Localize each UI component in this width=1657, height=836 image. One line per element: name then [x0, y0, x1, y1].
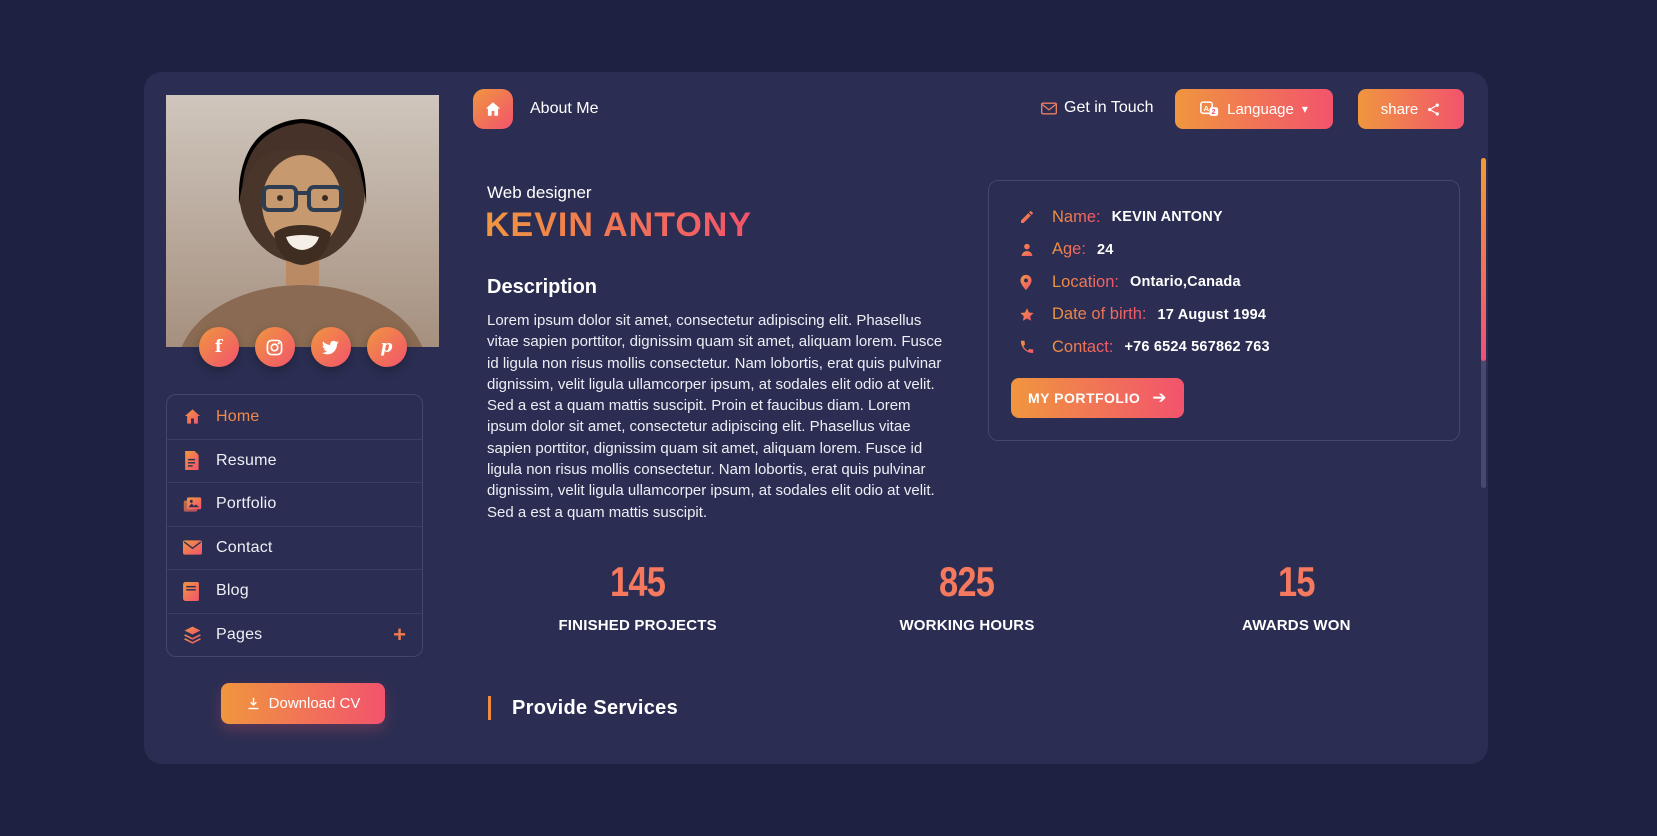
get-in-touch-link[interactable]: Get in Touch	[1041, 99, 1154, 117]
menu-item-label: Blog	[216, 582, 249, 600]
stat-value: 145	[610, 558, 666, 605]
envelope-icon	[183, 538, 202, 557]
location-icon	[1019, 274, 1037, 291]
provide-services-title: Provide Services	[512, 696, 679, 719]
detail-label: Name:	[1052, 207, 1101, 226]
home-icon	[183, 407, 202, 426]
menu-item-label: Portfolio	[216, 495, 277, 513]
language-label: Language	[1227, 100, 1294, 118]
menu-item-label: Resume	[216, 451, 277, 469]
arrow-right-icon: ➔	[1152, 388, 1168, 407]
share-label: share	[1380, 100, 1419, 118]
detail-row-contact: Contact: +76 6524 567862 763	[1019, 331, 1459, 364]
detail-value: KEVIN ANTONY	[1111, 209, 1223, 226]
menu-item-label: Home	[216, 407, 260, 425]
detail-label: Date of birth:	[1052, 305, 1147, 324]
mail-icon	[1041, 102, 1057, 114]
stat-value: 15	[1277, 558, 1315, 605]
my-portfolio-label: MY PORTFOLIO	[1027, 390, 1141, 406]
menu-item-label: Pages	[216, 625, 263, 643]
get-in-touch-label: Get in Touch	[1064, 99, 1154, 116]
personal-details-panel: Name: KEVIN ANTONY Age: 24 Location: Ont…	[988, 180, 1460, 441]
menu-item-blog[interactable]: Blog	[167, 569, 422, 613]
translate-icon: A 2	[1200, 101, 1219, 116]
stat-label: AWARDS WON	[1241, 617, 1351, 634]
svg-text:A: A	[1204, 104, 1210, 113]
facebook-button[interactable]: f	[198, 327, 239, 367]
menu-item-contact[interactable]: Contact	[167, 525, 422, 570]
menu-item-resume[interactable]: Resume	[167, 438, 422, 483]
stat-awards-won: 15 AWARDS WON	[1132, 558, 1461, 634]
star-icon	[1019, 307, 1037, 323]
scrollbar-thumb[interactable]	[1481, 158, 1486, 361]
profile-role: Web designer	[487, 183, 592, 202]
detail-label: Age:	[1052, 240, 1086, 259]
facebook-icon: f	[214, 337, 223, 357]
stat-working-hours: 825 WORKING HOURS	[802, 558, 1131, 634]
detail-value: 24	[1096, 241, 1114, 258]
description-paragraph: Lorem ipsum dolor sit amet, consectetur …	[487, 312, 943, 521]
resume-icon	[183, 451, 202, 471]
instagram-button[interactable]	[254, 327, 295, 367]
home-button[interactable]	[473, 89, 513, 129]
detail-row-location: Location: Ontario,Canada	[1019, 266, 1459, 299]
share-icon	[1428, 102, 1440, 116]
detail-row-age: Age: 24	[1019, 234, 1459, 267]
heading-accent-bar	[488, 696, 491, 720]
provide-services-heading: Provide Services	[488, 696, 678, 720]
stats-row: 145 FINISHED PROJECTS 825 WORKING HOURS …	[473, 558, 1461, 634]
twitter-button[interactable]	[310, 327, 351, 367]
chevron-down-icon: ▾	[1301, 102, 1308, 116]
menu-item-portfolio[interactable]: Portfolio	[167, 482, 422, 526]
detail-label: Location:	[1052, 272, 1119, 291]
menu-item-label: Contact	[216, 538, 273, 556]
home-white-icon	[485, 102, 501, 116]
page-title: About Me	[530, 100, 599, 117]
detail-value: 17 August 1994	[1157, 306, 1267, 323]
scrollbar-track[interactable]	[1481, 158, 1486, 488]
stat-value: 825	[939, 558, 995, 605]
phone-icon	[1019, 339, 1037, 355]
menu-item-home[interactable]: Home	[167, 395, 422, 439]
download-icon	[248, 697, 259, 710]
pencil-icon	[1019, 209, 1037, 225]
download-cv-label: Download CV	[268, 695, 361, 712]
detail-label: Contact:	[1052, 337, 1114, 356]
pinterest-button[interactable]: p	[366, 327, 407, 367]
blog-icon	[183, 581, 202, 601]
detail-row-name: Name: KEVIN ANTONY	[1019, 201, 1459, 234]
my-portfolio-button[interactable]: MY PORTFOLIO ➔	[1011, 378, 1184, 418]
detail-row-dob: Date of birth: 17 August 1994	[1019, 299, 1459, 332]
stat-label: WORKING HOURS	[899, 617, 1035, 634]
menu-item-pages[interactable]: Pages +	[167, 612, 422, 657]
expand-plus-icon[interactable]: +	[393, 621, 406, 647]
language-button[interactable]: A 2 Language ▾	[1175, 89, 1333, 129]
profile-card: f p Home Resume	[144, 72, 1488, 764]
person-icon	[1019, 242, 1037, 258]
share-button[interactable]: share	[1358, 89, 1464, 129]
download-cv-button[interactable]: Download CV	[221, 683, 385, 724]
stat-finished-projects: 145 FINISHED PROJECTS	[473, 558, 802, 634]
stat-label: FINISHED PROJECTS	[558, 617, 717, 634]
twitter-icon	[322, 340, 339, 354]
layers-icon	[183, 625, 202, 644]
pinterest-icon: p	[380, 337, 393, 357]
profile-name-heading: KEVIN ANTONY	[485, 206, 753, 244]
instagram-icon	[266, 339, 283, 355]
detail-value: Ontario,Canada	[1129, 274, 1241, 291]
portfolio-icon	[183, 495, 202, 514]
svg-text:2: 2	[1212, 109, 1216, 116]
sidebar-menu: Home Resume Portfolio Contact Blog	[166, 394, 423, 657]
detail-value: +76 6524 567862 763	[1124, 339, 1270, 356]
description-heading: Description	[487, 276, 598, 298]
social-links: f p	[166, 327, 439, 367]
profile-photo	[166, 95, 439, 347]
profile-photo-illustration	[166, 95, 439, 347]
